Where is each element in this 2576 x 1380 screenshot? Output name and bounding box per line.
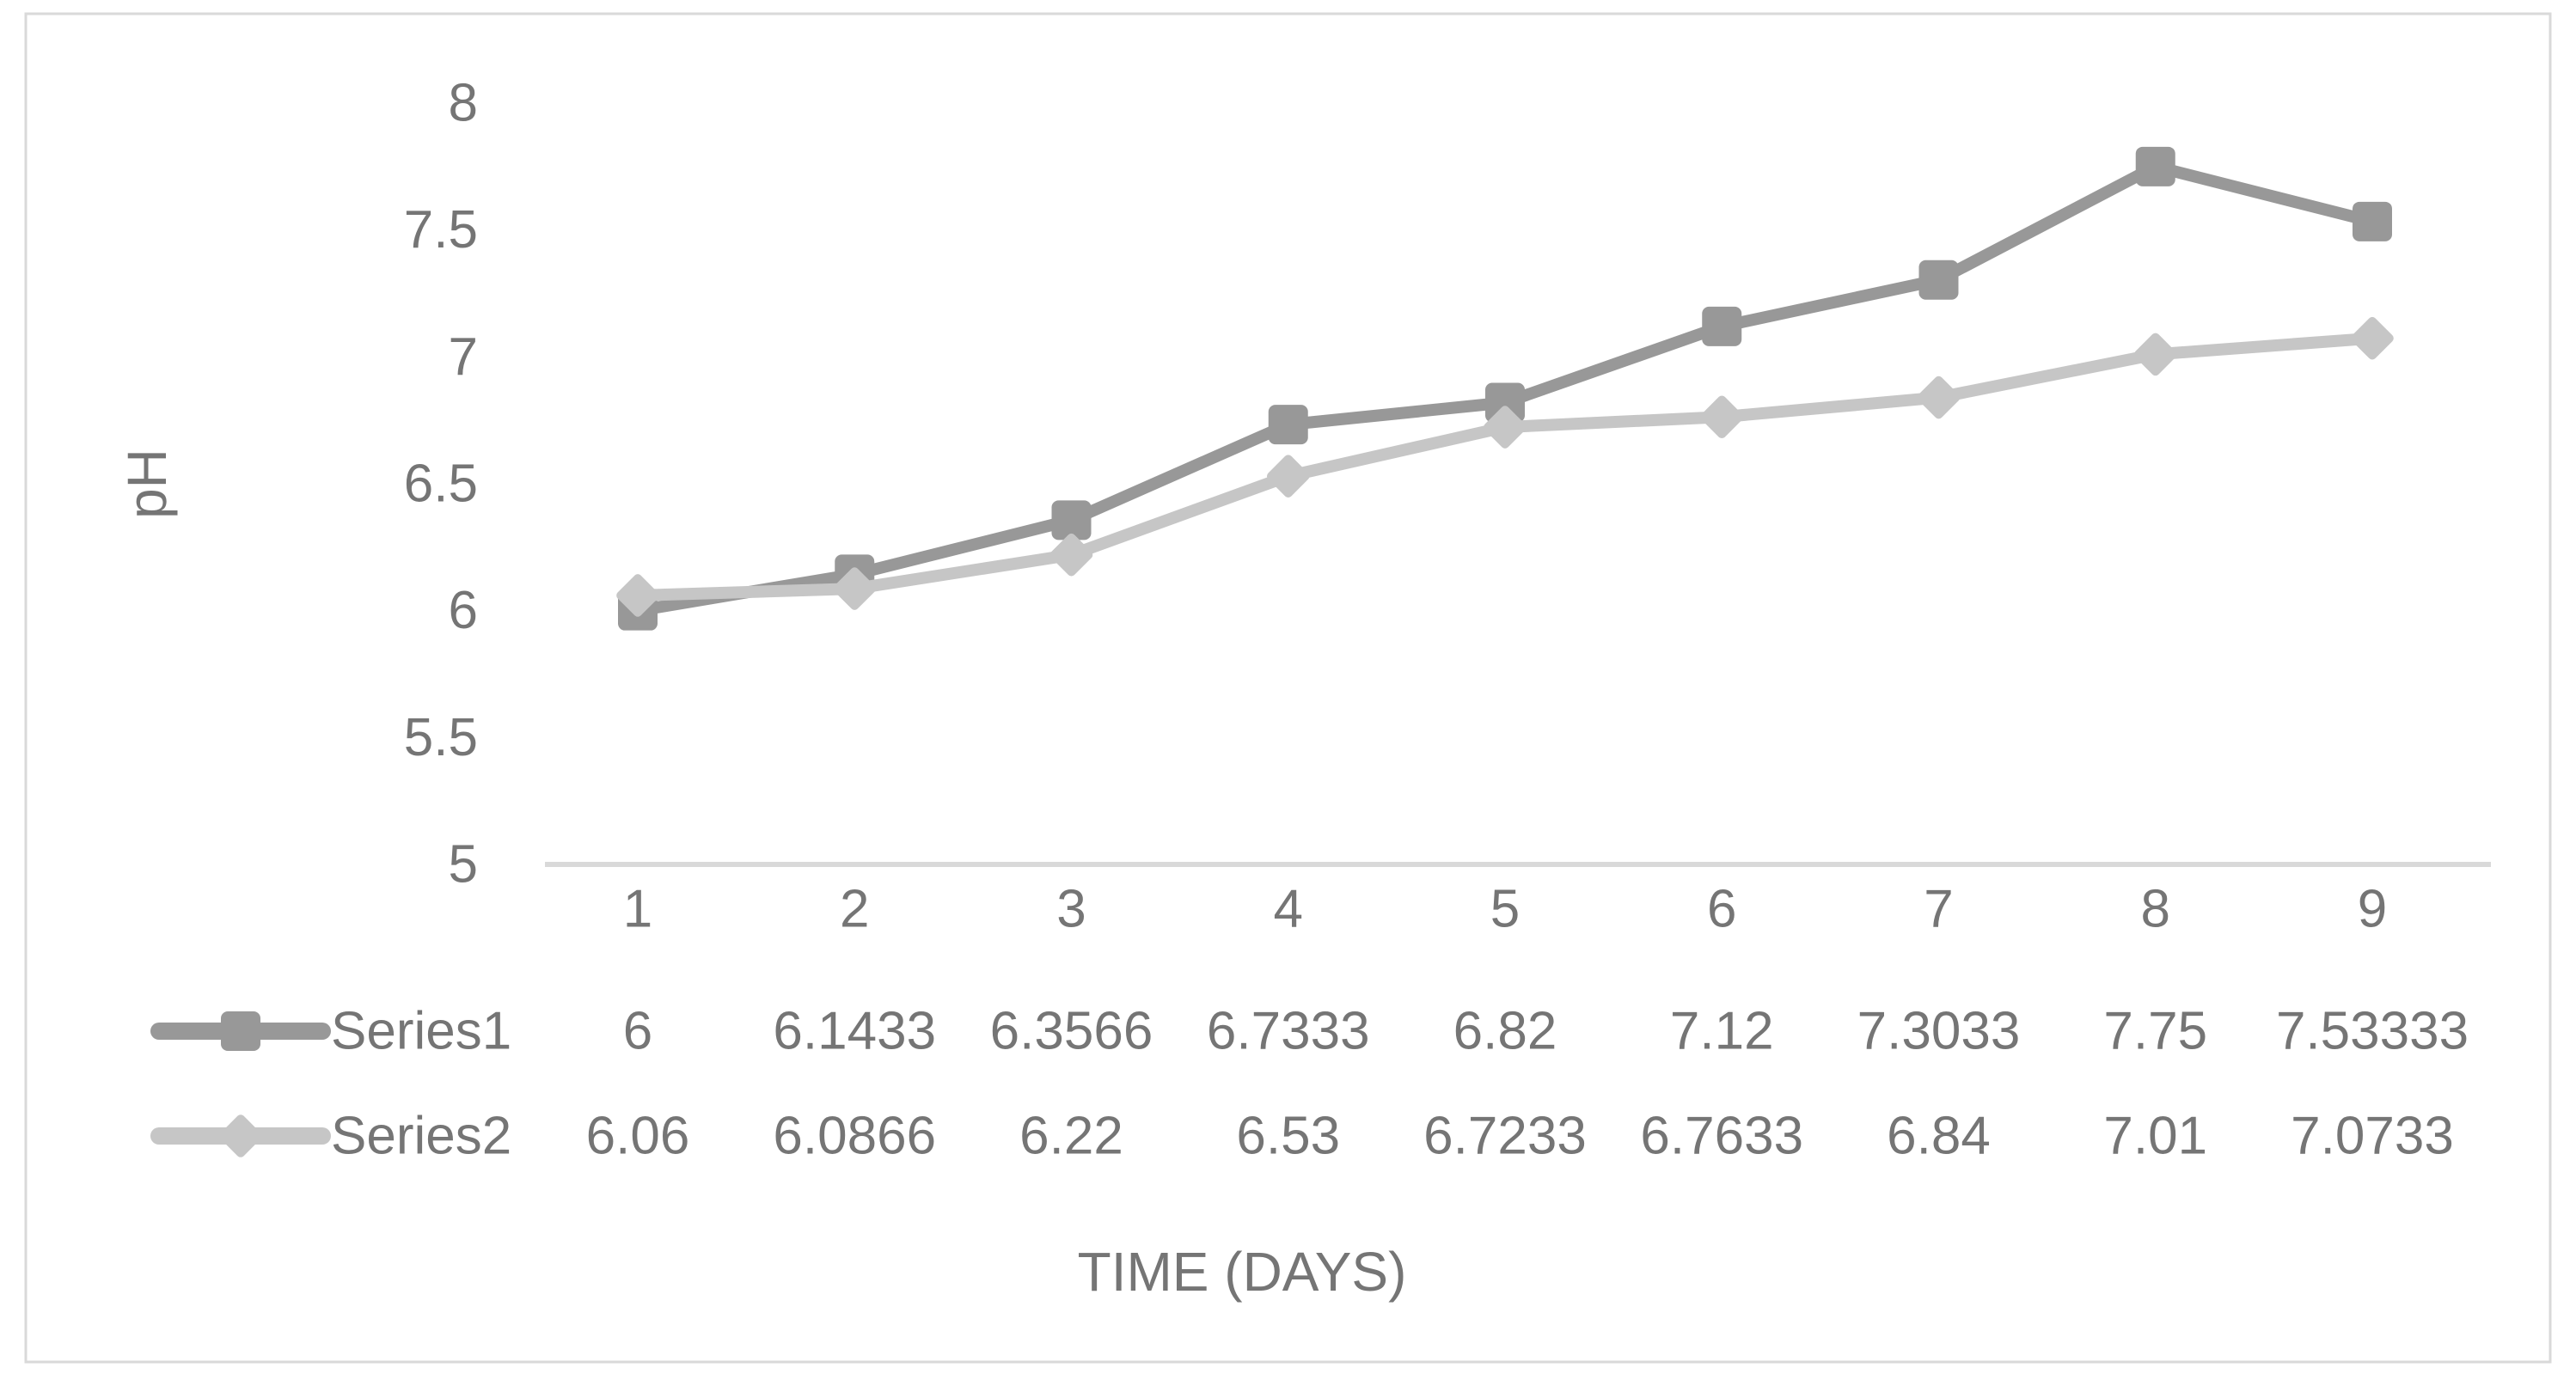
data-table-layer: Series1 6 6.1433 6.3566 6.7333 6.82 7.12 7.3033… [150, 1002, 2469, 1166]
series-2-point-3-diamond-marker [1049, 533, 1093, 577]
series-name-label: Series2 [331, 1107, 511, 1166]
x-axis-title: TIME (DAYS) [1078, 1241, 1407, 1303]
series-name-label: Series1 [331, 1002, 511, 1061]
table-value: 6.7233 [1423, 1107, 1587, 1166]
table-row: Series1 6 6.1433 6.3566 6.7333 6.82 7.12 7.3033… [150, 1002, 2469, 1061]
y-tick-label: 7 [449, 327, 478, 387]
table-value: 6.7333 [1207, 1002, 1370, 1061]
table-value: 6.0866 [773, 1107, 936, 1166]
table-value: 6.7633 [1640, 1107, 1803, 1166]
y-tick-label: 7.5 [404, 200, 478, 260]
y-tick-label: 5 [449, 835, 478, 895]
table-value: 7.01 [2103, 1107, 2207, 1166]
table-value: 6.53 [1236, 1107, 1340, 1166]
x-tick-label: 7 [1924, 880, 1953, 939]
table-value: 6.22 [1019, 1107, 1123, 1166]
x-tick-label: 4 [1274, 880, 1303, 939]
series-1-point-6-square-marker [1702, 306, 1742, 346]
series-2-point-8-diamond-marker [2133, 333, 2177, 376]
table-value: 6 [623, 1002, 652, 1061]
chart-border [24, 12, 2552, 1364]
series-2-point-7-diamond-marker [1917, 376, 1961, 419]
series-1-point-4-square-marker [1268, 405, 1308, 445]
series-layer [616, 146, 2394, 631]
x-tick-label: 6 [1707, 880, 1736, 939]
series-2-point-5-diamond-marker [1484, 406, 1527, 449]
y-axis-title: pH [116, 449, 178, 519]
y-tick-label: 5.5 [404, 708, 478, 767]
series-1-point-3-square-marker [1051, 500, 1092, 540]
table-value: 6.06 [586, 1107, 690, 1166]
table-value: 6.82 [1453, 1002, 1557, 1061]
x-tick-label: 2 [840, 880, 869, 939]
y-tick-label: 8 [449, 74, 478, 133]
table-value: 6.84 [1887, 1107, 1991, 1166]
series-1-point-9-square-marker [2353, 201, 2392, 241]
y-tick-label: 6 [449, 581, 478, 640]
table-value: 6.1433 [773, 1002, 936, 1061]
table-value: 7.53333 [2276, 1002, 2469, 1061]
legend-square-marker [221, 1011, 260, 1051]
table-value: 7.75 [2103, 1002, 2207, 1061]
legend-diamond-marker [219, 1114, 262, 1157]
x-tick-label: 1 [623, 880, 652, 939]
series-1-point-7-square-marker [1918, 260, 1959, 300]
x-tick-label: 9 [2358, 880, 2387, 939]
series-2-point-9-diamond-marker [2351, 316, 2394, 360]
x-tick-label: 5 [1490, 880, 1520, 939]
series-2-point-6-diamond-marker [1700, 395, 1744, 439]
table-value: 7.12 [1670, 1002, 1774, 1061]
table-value: 7.0733 [2291, 1107, 2454, 1166]
x-tick-label: 8 [2141, 880, 2170, 939]
series-1-point-8-square-marker [2135, 146, 2175, 186]
y-tick-label: 6.5 [404, 455, 478, 514]
series-2-point-4-diamond-marker [1266, 455, 1310, 498]
table-value: 7.3033 [1857, 1002, 2021, 1061]
table-value: 6.3566 [990, 1002, 1153, 1061]
series-2-point-1-diamond-marker [616, 574, 659, 617]
axes-layer: 8 7.5 7 6.5 6 5.5 5 1 2 3 4 5 6 7 8 9 [404, 74, 2491, 939]
series-2-point-2-diamond-marker [833, 567, 877, 610]
table-row: Series2 6.06 6.0866 6.22 6.53 6.7233 6.7633 6.8… [150, 1107, 2454, 1166]
x-tick-label: 3 [1056, 880, 1086, 939]
series-1-point-5-square-marker [1485, 382, 1525, 423]
